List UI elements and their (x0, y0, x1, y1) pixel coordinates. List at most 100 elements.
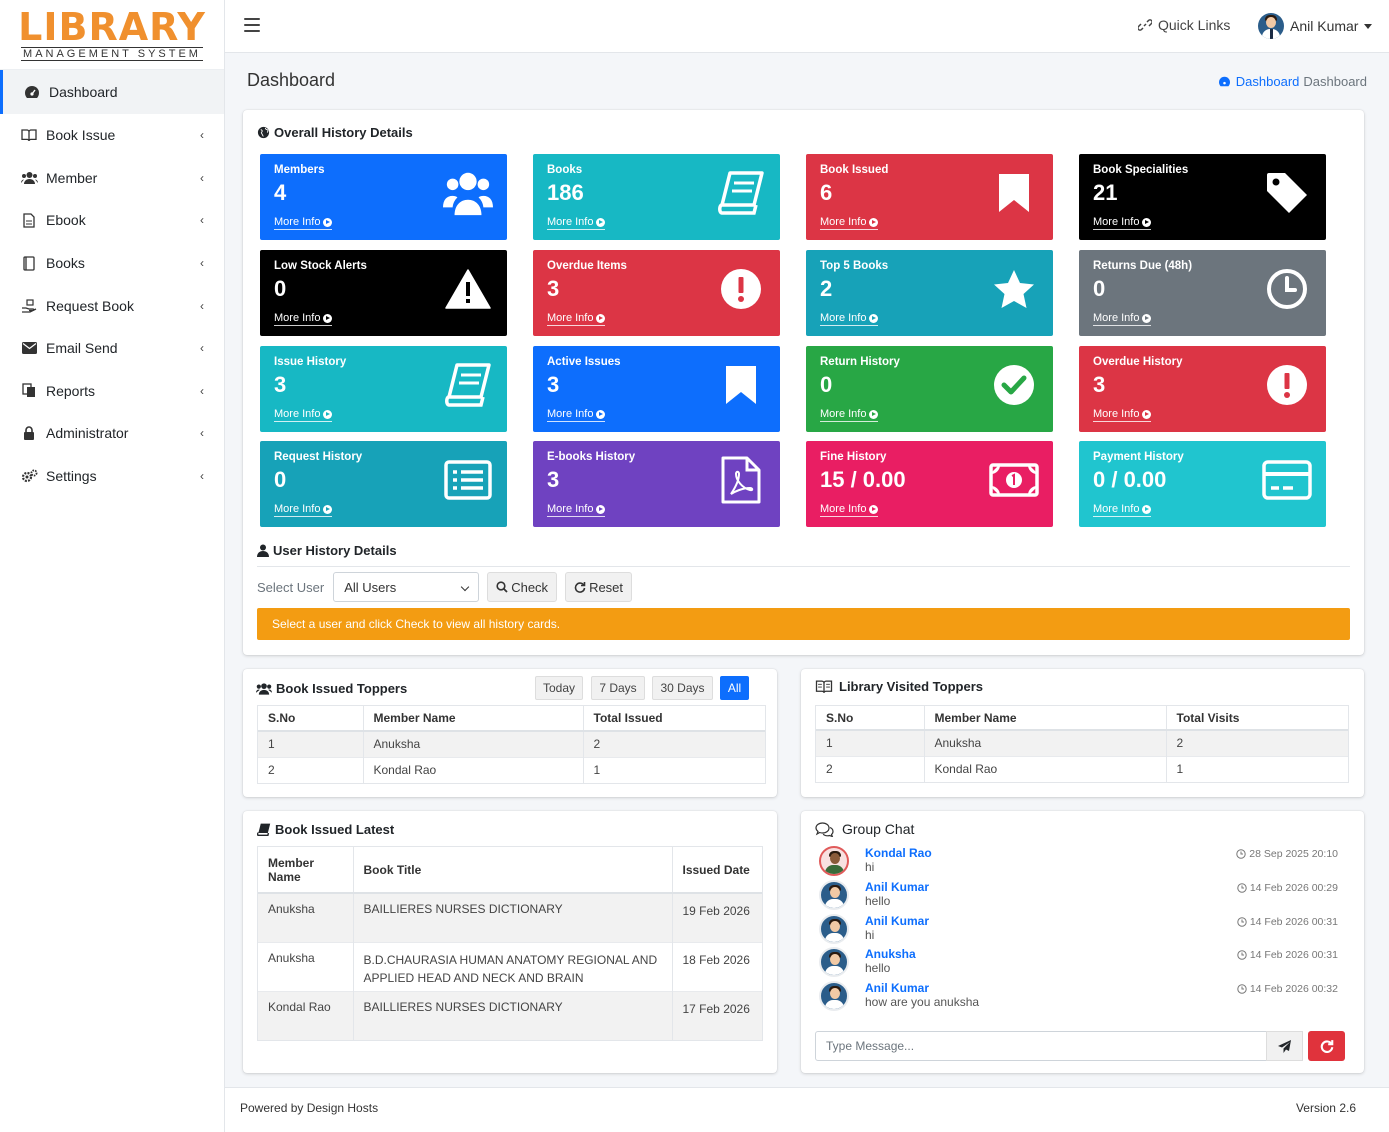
table-cell: Kondal Rao (924, 755, 1167, 782)
refresh-chat-button[interactable] (1308, 1031, 1345, 1061)
breadcrumb-link[interactable]: Dashboard (1235, 74, 1300, 89)
arrow-circle-right-icon (1142, 313, 1152, 323)
sidebar-item-books[interactable]: Books ‹ (0, 242, 224, 285)
toppers-title: Book Issued Toppers (256, 681, 407, 696)
more-info-link[interactable]: More Info (547, 312, 606, 326)
more-info-label: More Info (820, 408, 867, 420)
sidebar-item-email-send[interactable]: Email Send ‹ (0, 327, 224, 370)
sidebar-item-label: Ebook (46, 212, 86, 229)
more-info-link[interactable]: More Info (274, 408, 333, 422)
more-info-link[interactable]: More Info (820, 503, 879, 517)
menu-toggle-icon[interactable] (244, 18, 260, 32)
lock-icon (18, 426, 40, 441)
tile-label: E-books History (547, 451, 636, 463)
more-info-link[interactable]: More Info (547, 408, 606, 422)
tile-value: 3 (1093, 372, 1106, 397)
range-7-days-button[interactable]: 7 Days (591, 676, 645, 700)
table-row: 1 Anuksha 2 (816, 729, 1348, 756)
user-menu[interactable]: Anil Kumar (1258, 13, 1373, 39)
chat-message: Anuksha hello 14 Feb 2026 00:31 (819, 947, 1344, 981)
table-row: 2 Kondal Rao 1 (816, 755, 1348, 782)
tile-label: Fine History (820, 451, 887, 463)
chevron-left-icon: ‹ (200, 298, 204, 313)
more-info-link[interactable]: More Info (820, 216, 879, 230)
sidebar-nav: Dashboard Book Issue ‹ Member ‹ Ebook ‹ … (0, 70, 224, 497)
tile-label: Book Issued (820, 164, 889, 176)
sidebar-item-request-book[interactable]: Request Book ‹ (0, 284, 224, 327)
chat-message-input[interactable]: Type Message... (815, 1031, 1267, 1061)
brand-logo[interactable]: LIBRARY MANAGEMENT SYSTEM (0, 0, 224, 70)
more-info-link[interactable]: More Info (547, 503, 606, 517)
tile-value: 4 (274, 180, 287, 205)
chat-time: 28 Sep 2025 20:10 (1236, 848, 1338, 860)
more-info-link[interactable]: More Info (820, 408, 879, 422)
clock-icon (1237, 883, 1247, 893)
chevron-left-icon: ‹ (200, 341, 204, 356)
visited-title-text: Library Visited Toppers (839, 679, 984, 694)
sidebar-item-label: Request Book (46, 297, 134, 314)
sidebar-item-label: Email Send (46, 340, 118, 357)
arrow-circle-right-icon (596, 313, 606, 323)
user-select[interactable]: All Users (333, 572, 480, 602)
table-row: Anuksha BAILLIERES NURSES DICTIONARY 19 … (258, 892, 762, 942)
more-info-link[interactable]: More Info (274, 503, 333, 517)
sidebar-item-ebook[interactable]: Ebook ‹ (0, 199, 224, 242)
chat-sender[interactable]: Anil Kumar (865, 914, 930, 928)
open-book-icon (18, 128, 40, 142)
sidebar-item-administrator[interactable]: Administrator ‹ (0, 412, 224, 455)
envelope-icon (18, 342, 40, 355)
sidebar-item-reports[interactable]: Reports ‹ (0, 370, 224, 413)
chat-sender[interactable]: Kondal Rao (865, 846, 932, 860)
check-button[interactable]: Check (487, 572, 558, 602)
chat-sender[interactable]: Anil Kumar (865, 981, 930, 995)
tile-label: Active Issues (547, 356, 621, 368)
more-info-label: More Info (274, 408, 321, 420)
table-cell: Anuksha (363, 730, 584, 757)
chat-sender[interactable]: Anil Kumar (865, 880, 930, 894)
more-info-link[interactable]: More Info (1093, 408, 1152, 422)
sidebar-item-member[interactable]: Member ‹ (0, 157, 224, 200)
more-info-link[interactable]: More Info (1093, 216, 1152, 230)
more-info-link[interactable]: More Info (820, 312, 879, 326)
arrow-circle-right-icon (1142, 217, 1152, 227)
reset-button[interactable]: Reset (565, 572, 633, 602)
tile-low-stock-alerts: Low Stock Alerts 0 More Info (260, 250, 507, 336)
more-info-link[interactable]: More Info (547, 216, 606, 230)
user-history-title: User History Details (257, 543, 397, 558)
chevron-left-icon: ‹ (200, 469, 204, 484)
range-30-days-button[interactable]: 30 Days (652, 676, 713, 700)
brand-subtitle: MANAGEMENT SYSTEM (21, 46, 203, 61)
more-info-link[interactable]: More Info (274, 216, 333, 230)
sidebar-item-dashboard[interactable]: Dashboard (0, 70, 224, 114)
table-cell: 1 (583, 756, 765, 783)
tile-label: Book Specialities (1093, 164, 1189, 176)
more-info-link[interactable]: More Info (1093, 503, 1152, 517)
table-cell: 1 (1166, 755, 1348, 782)
tile-label: Return History (820, 356, 900, 368)
more-info-link[interactable]: More Info (274, 312, 333, 326)
more-info-label: More Info (547, 503, 594, 515)
table-row: Kondal Rao BAILLIERES NURSES DICTIONARY … (258, 990, 762, 1040)
more-info-link[interactable]: More Info (1093, 312, 1152, 326)
brand-title: LIBRARY (18, 4, 206, 49)
quick-links-button[interactable]: Quick Links (1138, 17, 1230, 33)
sidebar-item-book-issue[interactable]: Book Issue ‹ (0, 114, 224, 157)
book-icon (443, 360, 493, 410)
chat-sender[interactable]: Anuksha (865, 947, 916, 961)
tile-top-5-books: Top 5 Books 2 More Info (806, 250, 1053, 336)
table-cell: 19 Feb 2026 (672, 892, 762, 942)
tile-value: 3 (547, 467, 560, 492)
visited-table: S.No Member Name Total Visits 1 Anuksha … (815, 705, 1349, 783)
table-cell: 1 (258, 730, 364, 757)
send-message-button[interactable] (1266, 1031, 1303, 1061)
arrow-circle-right-icon (323, 217, 333, 227)
avatar (819, 880, 849, 910)
range-all-button[interactable]: All (720, 676, 749, 700)
chat-time: 14 Feb 2026 00:29 (1237, 882, 1338, 894)
tile-label: Request History (274, 451, 363, 463)
table-header: S.No (816, 706, 925, 731)
arrow-circle-right-icon (1142, 409, 1152, 419)
range-today-button[interactable]: Today (535, 676, 583, 700)
tile-value: 6 (820, 180, 833, 205)
sidebar-item-settings[interactable]: Settings ‹ (0, 455, 224, 498)
